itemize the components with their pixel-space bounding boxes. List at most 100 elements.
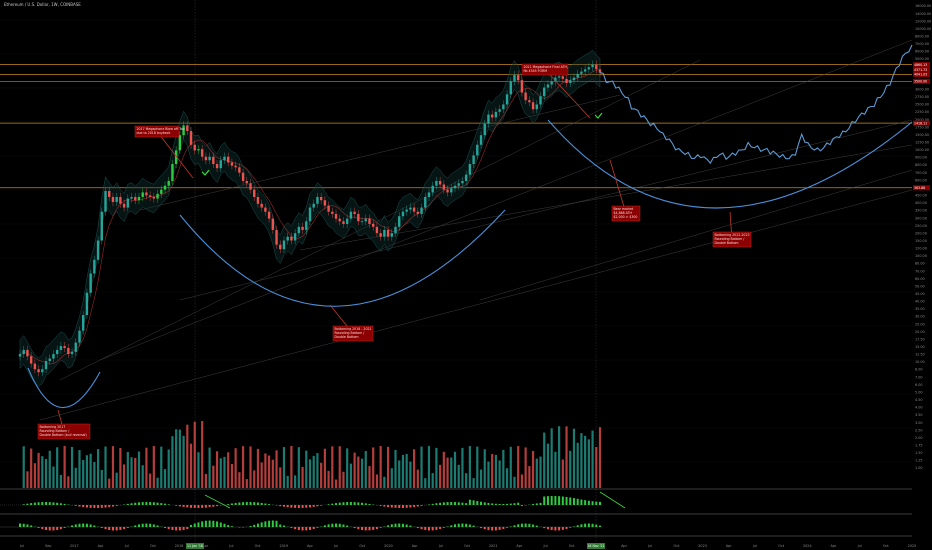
volume-bar (420, 446, 423, 488)
candle-body (598, 69, 602, 73)
projection-line (599, 44, 913, 165)
histogram-bar (353, 527, 356, 529)
candle-body (111, 196, 115, 202)
volume-bar (130, 457, 133, 488)
histogram-bar (305, 505, 308, 508)
candle-body (357, 213, 360, 222)
candle-body (290, 236, 293, 241)
histogram-bar (431, 503, 434, 505)
volume-bar (171, 436, 174, 488)
candle-body (535, 104, 538, 110)
candle-body (227, 156, 230, 163)
histogram-bar (513, 525, 516, 527)
volume-bar (178, 429, 181, 488)
histogram-bar (164, 503, 166, 505)
annotation-text: due to 2018 buyback (137, 131, 171, 135)
histogram-bar (201, 505, 204, 508)
candle-body (29, 356, 33, 364)
histogram-bar (342, 502, 345, 505)
histogram-bar (435, 503, 438, 505)
candle-body (223, 156, 226, 161)
price-tick-label: 8.00 (915, 368, 923, 372)
candle-body (561, 76, 565, 79)
volume-bar (587, 439, 590, 488)
volume-bar (119, 448, 122, 488)
volume-bar (219, 458, 222, 488)
cup-curve (547, 119, 913, 209)
histogram-bar (137, 524, 140, 527)
candle-body (82, 315, 85, 331)
candle-body (67, 347, 70, 355)
histogram-bar (487, 502, 490, 505)
histogram-bar (457, 502, 460, 505)
histogram-bar (591, 523, 594, 527)
volume-bar (234, 448, 237, 488)
histogram-bar (379, 505, 382, 506)
histogram-bar (342, 524, 345, 527)
histogram-bar (230, 526, 233, 527)
price-tick-label: 60.00 (915, 277, 925, 281)
candle-body (264, 207, 267, 212)
candle-body (576, 73, 579, 78)
candle-body (457, 183, 460, 186)
price-tick-label: 1750.00 (915, 125, 929, 129)
candle-body (212, 156, 215, 165)
volume-bar (193, 421, 196, 488)
histogram-bar (253, 524, 256, 527)
histogram-bar (22, 504, 25, 505)
candle-body (200, 149, 204, 157)
price-badge-label: 4371.73 (914, 68, 927, 72)
price-tick-label: 45.00 (915, 292, 925, 296)
histogram-bar (111, 505, 114, 507)
candle-body (119, 196, 122, 204)
histogram-bar (78, 523, 81, 527)
histogram-bar (141, 502, 144, 505)
oscillator-pane-2 (0, 520, 912, 537)
histogram-bar (130, 503, 133, 505)
histogram-bar (465, 523, 468, 527)
volume-bar (554, 451, 557, 488)
volume-bar (491, 454, 494, 488)
volume-bar (33, 463, 36, 488)
volume-bar (386, 446, 390, 488)
time-tick-label: Oct (673, 544, 680, 548)
histogram-bar (442, 527, 445, 528)
candle-body (483, 123, 486, 136)
histogram-bar (256, 523, 259, 527)
histogram-bar (446, 502, 449, 505)
histogram-bar (498, 527, 501, 530)
histogram-bar (190, 524, 193, 527)
histogram-bar (587, 523, 590, 527)
candle-body (349, 211, 353, 219)
price-tick-label: 17.50 (915, 337, 925, 341)
volume-bar (453, 451, 457, 488)
candle-body (100, 211, 103, 241)
histogram-bar (435, 527, 438, 530)
histogram-bar (108, 527, 111, 530)
candle-body (215, 164, 219, 169)
price-tick-label: 6.00 (915, 383, 923, 387)
volume-bar (483, 449, 486, 488)
histogram-bar (535, 525, 538, 527)
price-tick-label: 5000.00 (915, 57, 929, 61)
histogram-bar (216, 521, 219, 527)
volume-bar (145, 447, 148, 488)
check-icon (201, 169, 210, 176)
time-tick-label: Jul (19, 544, 24, 548)
histogram-bar (52, 502, 55, 505)
volume-bar (37, 452, 40, 488)
candle-body (487, 114, 490, 124)
candle-body (137, 196, 141, 201)
volume-bar (253, 470, 256, 488)
volume-bar (327, 470, 330, 488)
candle-body (41, 369, 44, 373)
candle-body (572, 77, 576, 81)
histogram-bar (271, 520, 274, 527)
volume-bar (100, 469, 103, 488)
histogram-bar (401, 523, 404, 527)
date-badge (186, 543, 204, 549)
histogram-bar (260, 502, 263, 505)
volume-bar (509, 446, 512, 488)
candle-body (416, 211, 420, 214)
